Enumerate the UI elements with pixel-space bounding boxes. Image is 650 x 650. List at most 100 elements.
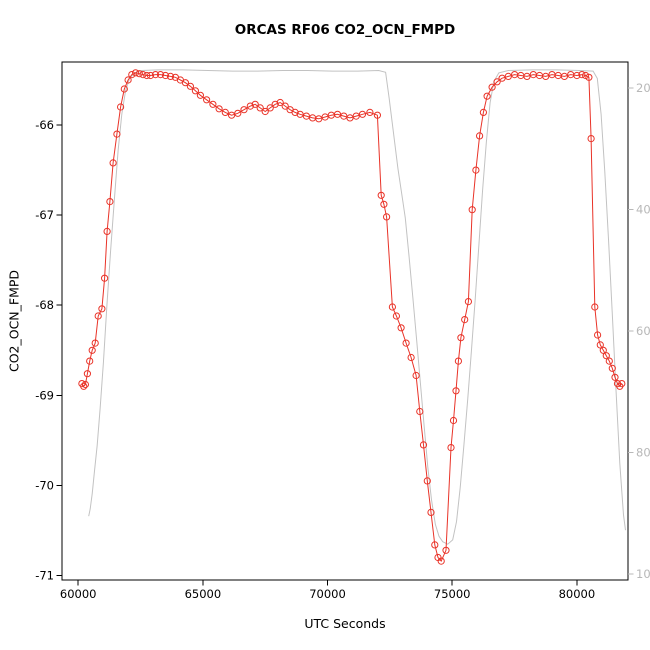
data-point [493, 78, 501, 86]
data-point [464, 298, 472, 306]
data-point [447, 444, 455, 452]
data-point [578, 71, 586, 79]
data-point [228, 111, 236, 119]
data-point [124, 76, 132, 84]
data-point [461, 316, 469, 324]
data-point [423, 477, 431, 485]
data-point [618, 380, 626, 388]
data-point [128, 71, 136, 79]
x-tick-label: 70000 [309, 587, 346, 601]
data-point [392, 312, 400, 320]
series-line-CO2_OCN_FMPD [81, 72, 623, 563]
data-point [602, 352, 610, 360]
data-point [573, 71, 581, 80]
data-point [215, 105, 223, 113]
series-line-gray-reference-trace [88, 69, 626, 545]
data-point [246, 102, 254, 110]
data-point [454, 357, 462, 365]
data-point [94, 312, 102, 320]
data-point [256, 104, 264, 112]
data-point [479, 108, 487, 117]
data-point [80, 382, 88, 390]
data-point [271, 100, 279, 108]
data-point [221, 108, 229, 117]
data-point [412, 371, 420, 380]
data-point [135, 70, 143, 78]
x-axis-label: UTC Seconds [304, 616, 386, 631]
x-tick-label: 60000 [60, 587, 97, 601]
data-point [240, 106, 248, 114]
data-point [457, 334, 465, 342]
data-point [523, 72, 531, 81]
data-point [449, 416, 458, 425]
data-point [81, 380, 90, 389]
data-point [156, 71, 165, 79]
data-point [120, 85, 128, 93]
data-point [611, 373, 619, 381]
data-point [181, 79, 189, 87]
data-point [191, 87, 199, 95]
plot-box [61, 61, 629, 581]
y-tick-label: -70 [35, 478, 54, 492]
data-point [377, 191, 385, 199]
data-point [315, 115, 323, 123]
y-tick-label: -68 [35, 298, 54, 312]
data-point [101, 274, 109, 282]
data-point [419, 441, 428, 449]
right-tick-label: 1000 [636, 567, 650, 581]
right-tick-label: 800 [636, 445, 650, 459]
data-point [407, 353, 415, 362]
data-point [103, 227, 111, 235]
y-tick-label: -71 [35, 568, 54, 582]
data-point [397, 324, 405, 332]
data-point [488, 83, 496, 91]
data-point [452, 387, 460, 395]
y-tick-label: -69 [35, 388, 54, 402]
data-point [291, 108, 299, 117]
data-point [352, 112, 360, 120]
data-point [203, 96, 211, 104]
y-axis-label: CO2_OCN_FMPD [6, 269, 22, 373]
data-point [608, 364, 616, 372]
data-point [86, 357, 94, 365]
data-point [388, 303, 396, 311]
data-point [106, 198, 114, 206]
data-point [472, 166, 480, 174]
y-tick-label: -67 [35, 208, 54, 222]
data-point [402, 339, 410, 347]
data-point [605, 357, 613, 365]
data-point [416, 407, 424, 416]
data-point [234, 109, 242, 117]
chart-title: ORCAS RF06 CO2_OCN_FMPD [234, 22, 456, 38]
data-point [333, 110, 342, 118]
data-point [276, 98, 284, 107]
data-point [373, 111, 381, 119]
data-point [380, 200, 388, 208]
data-point [431, 541, 439, 549]
data-point [427, 508, 435, 517]
x-tick-label: 75000 [434, 587, 471, 601]
data-point [296, 110, 304, 118]
data-point [596, 341, 604, 349]
x-tick-label: 65000 [185, 587, 222, 601]
data-point [587, 135, 595, 143]
data-point [209, 100, 217, 108]
data-point [251, 100, 259, 108]
data-point [83, 370, 92, 378]
data-point [281, 102, 289, 110]
data-point [91, 339, 99, 347]
data-point [143, 71, 151, 80]
data-point [113, 130, 121, 138]
data-point [383, 213, 391, 221]
data-point [358, 110, 367, 118]
data-point [109, 159, 117, 167]
data-point [437, 557, 445, 565]
data-point [594, 331, 602, 339]
data-point [166, 72, 175, 81]
data-point [151, 71, 160, 79]
data-point [366, 108, 374, 117]
data-point [476, 132, 484, 140]
data-point [483, 92, 491, 100]
data-point [161, 71, 170, 80]
